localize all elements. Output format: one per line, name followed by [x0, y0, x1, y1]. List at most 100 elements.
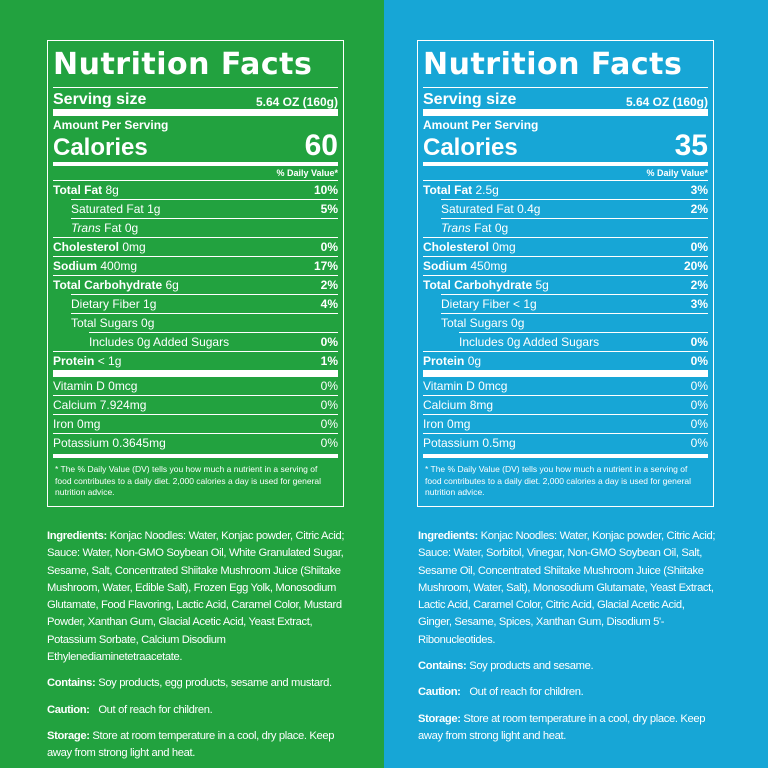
- vitamins-section: Vitamin D 0mcg 0% Calcium 8mg 0% Iron 0m…: [423, 377, 708, 452]
- nutrient-amount: 8mg: [469, 398, 494, 412]
- nutrient-label: Protein: [53, 354, 95, 368]
- amount-per-serving: Amount Per Serving: [423, 118, 539, 132]
- nutrient-dv: 10%: [313, 183, 338, 197]
- nutrient-label: Fat: [474, 221, 492, 235]
- calories-label: Calories: [53, 134, 148, 161]
- daily-value-header: % Daily Value*: [276, 168, 338, 178]
- contains-label: Contains:: [47, 677, 96, 690]
- nutrient-amount: 5g: [535, 278, 549, 292]
- nutrient-amount: 0.3645mg: [112, 436, 166, 450]
- nutrient-amount: 0mcg: [108, 379, 138, 393]
- nutrient-dv: 0%: [320, 240, 338, 254]
- ingredients-text: Konjac Noodles: Water, Konjac powder, Ci…: [47, 530, 345, 664]
- nutrient-dv: 0%: [320, 379, 338, 393]
- nutrient-amount: 0g: [511, 316, 525, 330]
- nutrient-label: Includes 0g Added Sugars: [459, 335, 600, 349]
- nutrient-label: Total Sugars: [441, 316, 508, 330]
- left-panel: Nutrition Facts Serving size 5.64 OZ (16…: [0, 0, 384, 768]
- nutrient-label: Includes 0g Added Sugars: [89, 335, 230, 349]
- total-fat-row: Total Fat 8g 10%: [53, 180, 338, 199]
- daily-value-header: % Daily Value*: [646, 168, 708, 178]
- caution-paragraph: Caution: Out of reach for children.: [47, 702, 357, 719]
- nutrient-label: Total Fat: [423, 183, 473, 197]
- calcium-row: Calcium 7.924mg 0%: [53, 395, 338, 414]
- saturated-fat-row: Saturated Fat 0.4g 2%: [441, 199, 708, 218]
- nutrient-amount: 2.5g: [475, 183, 499, 197]
- ingredients-block-right: Ingredients: Konjac Noodles: Water, Konj…: [418, 528, 718, 754]
- potassium-row: Potassium 0.3645mg 0%: [53, 433, 338, 452]
- nutrient-label: Total Carbohydrate: [53, 278, 163, 292]
- nutrient-dv: 2%: [320, 278, 338, 292]
- potassium-row: Potassium 0.5mg 0%: [423, 433, 708, 452]
- caution-label: Caution:: [418, 686, 461, 699]
- nutrient-dv: 2%: [690, 202, 708, 216]
- nutrient-label: Sodium: [423, 259, 467, 273]
- nutrition-facts-label-left: Nutrition Facts Serving size 5.64 OZ (16…: [47, 40, 344, 507]
- nutrient-dv: 0%: [320, 335, 338, 349]
- contains-text: Soy products, egg products, sesame and m…: [98, 677, 332, 690]
- ingredients-label: Ingredients:: [47, 530, 107, 542]
- vitamin-d-row: Vitamin D 0mcg 0%: [53, 377, 338, 395]
- storage-paragraph: Storage: Store at room temperature in a …: [47, 728, 357, 763]
- nutrient-amount: 0g: [494, 221, 509, 235]
- nutrient-amount: < 1g: [97, 354, 122, 368]
- nutrient-dv: 0%: [320, 436, 338, 450]
- storage-label: Storage:: [47, 729, 90, 742]
- calories-row: Calories 60: [53, 130, 338, 162]
- nutrient-dv: 0%: [690, 240, 708, 254]
- nutrient-label: Vitamin D: [423, 379, 475, 393]
- nutrient-dv: 0%: [320, 398, 338, 412]
- nutrient-label: Potassium: [53, 436, 110, 450]
- total-sugars-row: Total Sugars 0g: [441, 313, 708, 332]
- cholesterol-row: Cholesterol 0mg 0%: [423, 237, 708, 256]
- nutrient-dv: 0%: [690, 417, 708, 431]
- contains-label: Contains:: [418, 660, 467, 673]
- calories-value: 35: [674, 129, 708, 162]
- trans-label: Trans: [71, 221, 101, 235]
- nutrient-amount: 0mg: [447, 417, 471, 431]
- divider-thick: [423, 370, 708, 377]
- cholesterol-row: Cholesterol 0mg 0%: [53, 237, 338, 256]
- nutrient-amount: 0.4g: [517, 202, 541, 216]
- contains-paragraph: Contains: Soy products and sesame.: [418, 658, 718, 675]
- nutrient-dv: 20%: [683, 259, 708, 273]
- ingredients-label: Ingredients:: [418, 530, 478, 542]
- nutrient-label: Saturated Fat: [71, 202, 144, 216]
- nutrition-facts-title: Nutrition Facts: [423, 47, 683, 82]
- nutrient-label: Cholesterol: [423, 240, 490, 254]
- amount-per-serving: Amount Per Serving: [53, 118, 169, 132]
- calories-value: 60: [304, 129, 338, 162]
- storage-paragraph: Storage: Store at room temperature in a …: [418, 711, 718, 746]
- nutrient-label: Calcium: [423, 398, 467, 412]
- nutrient-amount: < 1g: [513, 297, 537, 311]
- contains-paragraph: Contains: Soy products, egg products, se…: [47, 675, 357, 692]
- storage-text: Store at room temperature in a cool, dry…: [418, 712, 706, 742]
- nutrient-amount: 0g: [467, 354, 482, 368]
- caution-text: Out of reach for children.: [98, 703, 213, 716]
- vitamins-section: Vitamin D 0mcg 0% Calcium 7.924mg 0% Iro…: [53, 377, 338, 452]
- divider-thick: [53, 370, 338, 377]
- nutrient-dv: 0%: [690, 354, 708, 368]
- nutrient-amount: 0g: [124, 221, 139, 235]
- trans-fat-row: Trans Fat 0g: [441, 218, 708, 237]
- nutrient-amount: 7.924mg: [99, 398, 147, 412]
- iron-row: Iron 0mg 0%: [423, 414, 708, 433]
- serving-size-label: Serving size: [53, 91, 147, 108]
- saturated-fat-row: Saturated Fat 1g 5%: [71, 199, 338, 218]
- serving-size-value: 5.64 OZ (160g): [625, 95, 708, 109]
- ingredients-paragraph: Ingredients: Konjac Noodles: Water, Konj…: [418, 528, 718, 649]
- nutrient-amount: 0mcg: [478, 379, 508, 393]
- nutrient-label: Calcium: [53, 398, 97, 412]
- divider-medium: [53, 162, 338, 166]
- nutrient-dv: 2%: [690, 278, 708, 292]
- vitamin-d-row: Vitamin D 0mcg 0%: [423, 377, 708, 395]
- caution-label: Caution:: [47, 703, 90, 716]
- nutrient-amount: 1g: [147, 202, 161, 216]
- daily-value-footnote: * The % Daily Value (DV) tells you how m…: [53, 454, 338, 499]
- nutrient-amount: 450mg: [470, 259, 508, 273]
- dietary-fiber-row: Dietary Fiber 1g 4%: [71, 294, 338, 313]
- nutrient-label: Iron: [423, 417, 444, 431]
- nutrient-label: Iron: [53, 417, 74, 431]
- nutrient-label: Potassium: [423, 436, 480, 450]
